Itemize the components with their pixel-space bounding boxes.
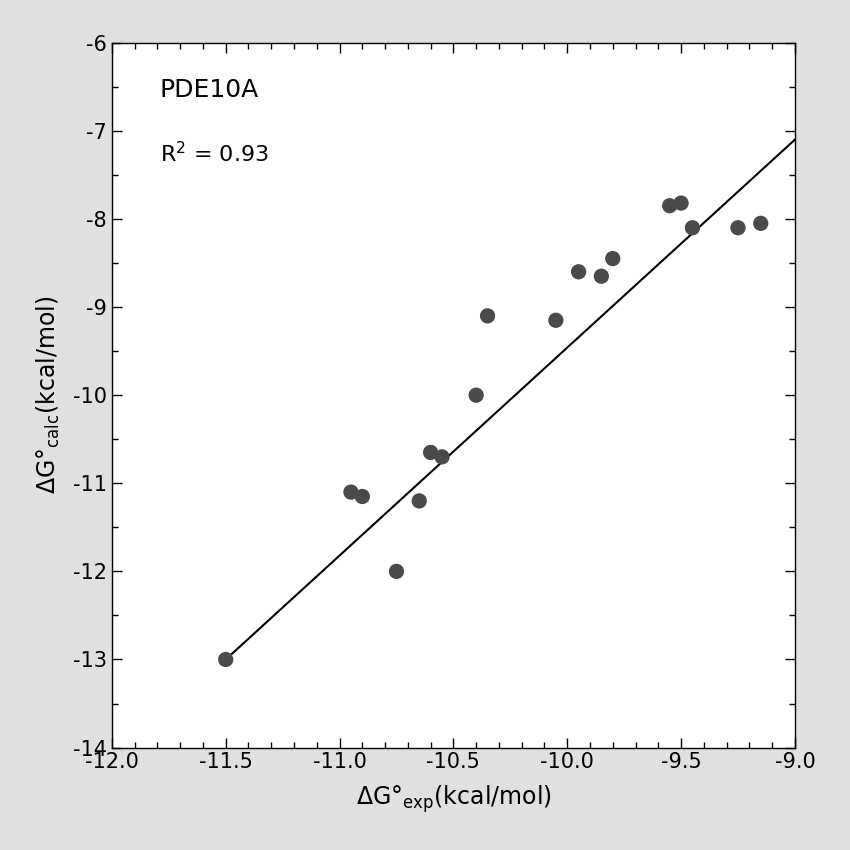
Point — [754, 217, 768, 230]
Point — [344, 485, 358, 499]
Point — [219, 653, 233, 666]
Point — [549, 314, 563, 327]
Point — [424, 445, 438, 459]
Point — [606, 252, 620, 265]
Point — [572, 265, 586, 279]
Point — [355, 490, 369, 503]
Point — [481, 309, 495, 323]
Point — [435, 450, 449, 463]
Y-axis label: ΔG°$_{\mathregular{calc}}$(kcal/mol): ΔG°$_{\mathregular{calc}}$(kcal/mol) — [35, 296, 62, 494]
Point — [389, 564, 403, 578]
Point — [412, 494, 426, 507]
Point — [686, 221, 700, 235]
Point — [663, 199, 677, 212]
Point — [469, 388, 483, 402]
Point — [731, 221, 745, 235]
Point — [595, 269, 609, 283]
Text: PDE10A: PDE10A — [160, 78, 259, 102]
Point — [674, 196, 688, 210]
X-axis label: ΔG°$_{\mathregular{exp}}$(kcal/mol): ΔG°$_{\mathregular{exp}}$(kcal/mol) — [355, 784, 552, 815]
Text: R$^2$ = 0.93: R$^2$ = 0.93 — [160, 141, 269, 167]
